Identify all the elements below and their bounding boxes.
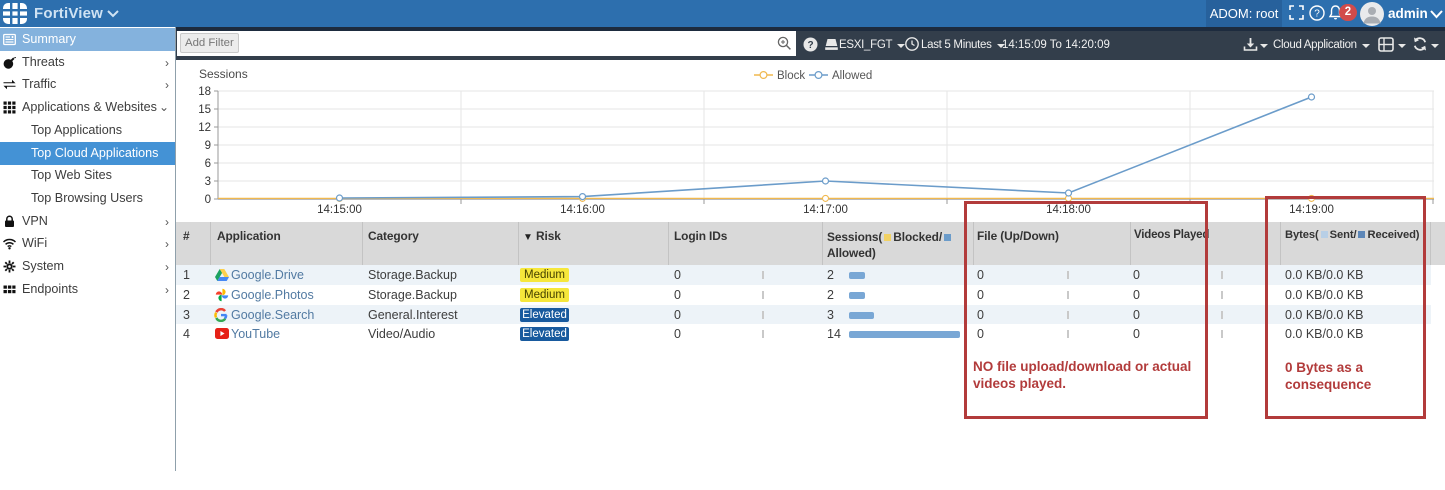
svg-text:?: ? <box>1314 9 1320 20</box>
svg-text:9: 9 <box>205 140 211 152</box>
svg-text:15: 15 <box>198 104 211 116</box>
svg-text:0: 0 <box>205 194 211 206</box>
svg-text:14:18:00: 14:18:00 <box>1046 204 1091 216</box>
svg-text:14:15:00: 14:15:00 <box>317 204 362 216</box>
svg-text:18: 18 <box>198 86 211 98</box>
svg-text:3: 3 <box>205 176 211 188</box>
svg-text:6: 6 <box>205 158 211 170</box>
svg-text:14:17:00: 14:17:00 <box>803 204 848 216</box>
svg-text:14:16:00: 14:16:00 <box>560 204 605 216</box>
svg-text:Allowed: Allowed <box>832 70 872 82</box>
svg-text:14:19:00: 14:19:00 <box>1289 204 1334 216</box>
svg-text:12: 12 <box>198 122 211 134</box>
svg-text:Block: Block <box>777 70 805 82</box>
svg-text:?: ? <box>807 40 813 51</box>
svg-text:Sessions: Sessions <box>199 67 248 81</box>
